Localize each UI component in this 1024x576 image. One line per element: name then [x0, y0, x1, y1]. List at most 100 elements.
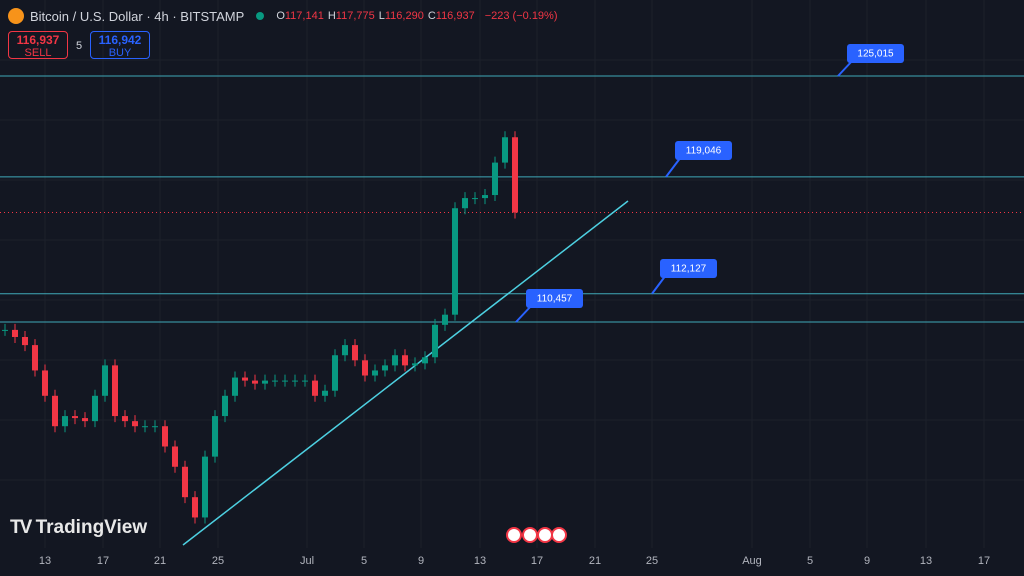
- callout-pointer: [651, 274, 667, 295]
- event-icon: [551, 527, 567, 543]
- buy-label: BUY: [108, 47, 132, 59]
- candle: [22, 336, 28, 346]
- candle: [272, 380, 278, 382]
- ohlc-value: 117,141: [284, 10, 324, 22]
- candle: [462, 198, 468, 209]
- candle: [302, 380, 308, 382]
- candle: [452, 208, 458, 315]
- candle: [32, 345, 38, 371]
- ohlc-value: 116,290: [384, 10, 424, 22]
- ohlc-key: L: [378, 10, 385, 22]
- candle: [102, 365, 108, 396]
- candle: [432, 324, 438, 358]
- sell-price: 116,937: [16, 33, 60, 47]
- ohlc-key: C: [427, 10, 436, 22]
- status-dot: [256, 12, 265, 20]
- sell-label: SELL: [24, 47, 52, 59]
- candle: [412, 363, 418, 366]
- candle: [442, 314, 448, 325]
- ohlc-value: 117,775: [335, 10, 375, 22]
- candle: [2, 329, 8, 331]
- candle: [52, 395, 58, 427]
- callout-box: [660, 259, 717, 278]
- candle: [342, 345, 348, 356]
- candle: [312, 380, 318, 396]
- x-tick-label: Jul: [300, 555, 314, 567]
- x-tick-label: 13: [39, 555, 51, 567]
- candle: [42, 370, 48, 396]
- candle: [242, 377, 248, 381]
- ohlc-value: 116,937: [435, 10, 475, 22]
- candle: [372, 370, 378, 376]
- x-tick-label: 17: [97, 555, 109, 567]
- candle: [322, 390, 328, 396]
- event-icon: [522, 527, 538, 543]
- candle: [62, 416, 68, 427]
- candle: [112, 365, 118, 417]
- ohlc-key: H: [327, 10, 336, 22]
- symbol[interactable]: Bitcoin / U.S. Dollar · 4h · BITSTAMP: [30, 8, 245, 24]
- btc-icon: [8, 8, 24, 24]
- candle: [72, 416, 78, 419]
- x-tick-label: 13: [920, 555, 932, 567]
- event-icon: [537, 527, 553, 543]
- callout-box: [847, 44, 904, 63]
- watermark-text: TradingView: [35, 517, 148, 538]
- candle: [162, 426, 168, 447]
- x-tick-label: 13: [474, 555, 486, 567]
- candle: [122, 416, 128, 422]
- candle: [282, 380, 288, 382]
- candle: [262, 380, 268, 384]
- change: −223 (−0.19%): [484, 10, 558, 22]
- candle: [192, 497, 198, 518]
- candle: [352, 345, 358, 361]
- x-axis-bg: [0, 548, 1024, 576]
- candle: [362, 360, 368, 376]
- event-icon: [506, 527, 522, 543]
- candle: [382, 365, 388, 371]
- candle: [172, 446, 178, 467]
- callout-label: 125,015: [857, 49, 894, 60]
- candle: [12, 329, 18, 337]
- candle: [142, 426, 148, 428]
- x-tick-label: 21: [154, 555, 166, 567]
- callout-box: [675, 141, 732, 160]
- buy-button[interactable]: 116,942 BUY: [90, 31, 150, 59]
- callout-pointer: [665, 156, 682, 178]
- candle: [492, 162, 498, 196]
- candle: [212, 416, 218, 457]
- callout-box: [526, 289, 583, 308]
- x-tick-label: 5: [807, 555, 813, 567]
- x-tick-label: 5: [361, 555, 367, 567]
- candle: [92, 395, 98, 422]
- candle: [512, 137, 518, 213]
- x-tick-label: 17: [978, 555, 990, 567]
- ohlc: O117,141 H117,775 L116,290 C116,937: [276, 10, 478, 22]
- trend-line: [182, 200, 629, 546]
- header: Bitcoin / U.S. Dollar · 4h · BITSTAMP O1…: [0, 0, 558, 32]
- candle: [232, 377, 238, 396]
- candle: [222, 395, 228, 417]
- x-tick-label: 25: [646, 555, 658, 567]
- candle: [132, 421, 138, 427]
- candle: [502, 137, 508, 163]
- candle: [82, 418, 88, 422]
- candle: [202, 456, 208, 518]
- x-tick-label: 17: [531, 555, 543, 567]
- spread: 5: [76, 40, 83, 52]
- candle: [252, 380, 258, 384]
- callout-label: 110,457: [537, 294, 573, 305]
- buy-price: 116,942: [98, 33, 142, 47]
- x-tick-label: 9: [418, 555, 424, 567]
- x-tick-label: 9: [864, 555, 870, 567]
- candle: [292, 380, 298, 382]
- x-tick-label: 21: [589, 555, 601, 567]
- callout-label: 119,046: [686, 146, 722, 157]
- candle: [472, 198, 478, 200]
- watermark: TV TradingView: [10, 517, 148, 538]
- candle: [152, 426, 158, 428]
- sell-button[interactable]: 116,937 SELL: [8, 31, 68, 59]
- candle: [402, 355, 408, 366]
- callout-label: 112,127: [671, 264, 707, 275]
